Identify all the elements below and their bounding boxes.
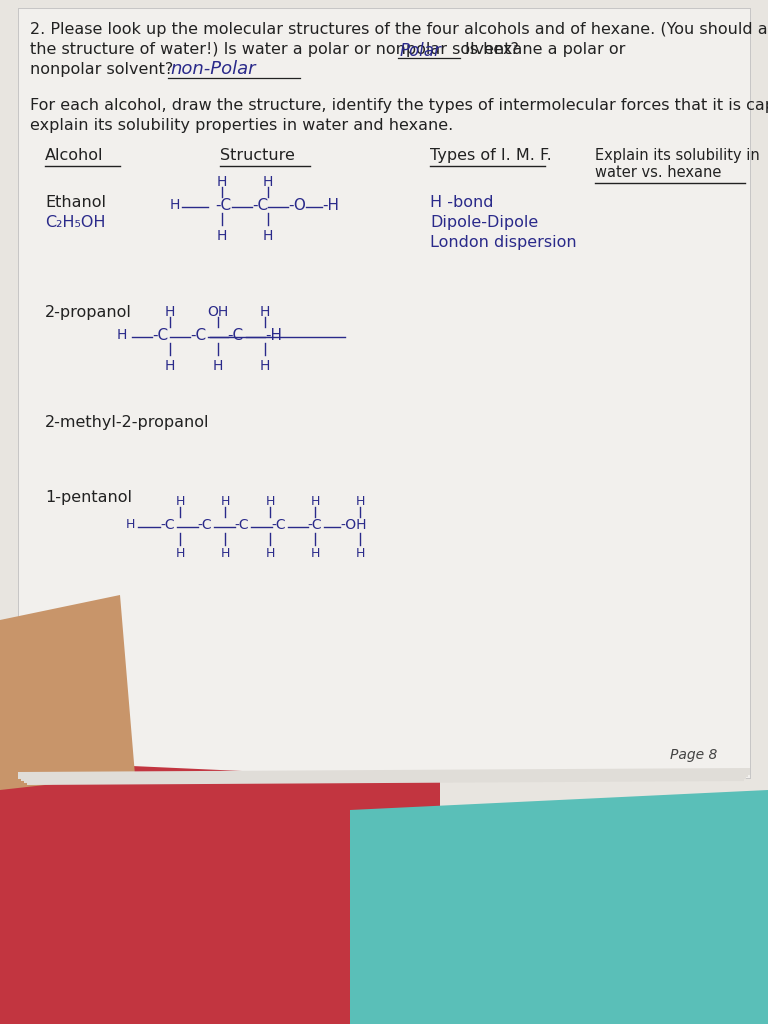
Text: H: H [170, 198, 180, 212]
Text: 2-methyl-2-propanol: 2-methyl-2-propanol [45, 415, 210, 430]
Text: H: H [263, 229, 273, 243]
Text: H: H [217, 175, 227, 189]
Text: the structure of water!) Is water a polar or nonpolar solvent?: the structure of water!) Is water a pola… [30, 42, 519, 57]
Text: explain its solubility properties in water and hexane.: explain its solubility properties in wat… [30, 118, 453, 133]
Text: -H: -H [322, 198, 339, 213]
Text: -C: -C [234, 518, 249, 532]
Polygon shape [24, 772, 746, 783]
Text: H: H [260, 305, 270, 319]
Text: H -bond: H -bond [430, 195, 494, 210]
Text: -H: -H [265, 328, 282, 342]
Text: H: H [220, 547, 230, 560]
Text: Page 8: Page 8 [670, 748, 717, 762]
Text: -C: -C [160, 518, 174, 532]
Text: -OH: -OH [340, 518, 366, 532]
Polygon shape [0, 760, 440, 1024]
Polygon shape [350, 790, 768, 1024]
Text: H: H [263, 175, 273, 189]
Text: Dipole-Dipole: Dipole-Dipole [430, 215, 538, 230]
Text: Structure: Structure [220, 148, 295, 163]
Text: -C: -C [190, 328, 206, 342]
Text: 2-propanol: 2-propanol [45, 305, 132, 319]
Polygon shape [27, 774, 744, 785]
Text: water vs. hexane: water vs. hexane [595, 165, 721, 180]
Text: -C: -C [271, 518, 286, 532]
Text: H: H [175, 495, 184, 508]
Text: OH: OH [207, 305, 229, 319]
Text: H: H [310, 495, 319, 508]
Polygon shape [18, 8, 750, 778]
Text: Types of I. M. F.: Types of I. M. F. [430, 148, 551, 163]
Text: H: H [356, 547, 365, 560]
Bar [18, 8, 750, 778]
Text: nonpolar solvent?: nonpolar solvent? [30, 62, 174, 77]
Text: H: H [175, 547, 184, 560]
Text: H: H [117, 328, 127, 342]
Text: H: H [265, 495, 275, 508]
Text: non-Polar: non-Polar [170, 60, 256, 78]
Text: 1-pentanol: 1-pentanol [45, 490, 132, 505]
Text: H: H [125, 518, 134, 531]
Polygon shape [18, 768, 750, 779]
Text: H: H [260, 359, 270, 373]
Text: C₂H₅OH: C₂H₅OH [45, 215, 105, 230]
Text: 2. Please look up the molecular structures of the four alcohols and of hexane. (: 2. Please look up the molecular structur… [30, 22, 768, 37]
Text: H: H [165, 305, 175, 319]
Text: -C: -C [152, 328, 168, 342]
Text: Is hexane a polar or: Is hexane a polar or [465, 42, 625, 57]
Text: -C: -C [227, 328, 243, 342]
Text: Explain its solubility in: Explain its solubility in [595, 148, 760, 163]
Text: H: H [356, 495, 365, 508]
Polygon shape [21, 770, 748, 781]
Text: H: H [213, 359, 223, 373]
Text: -C: -C [252, 198, 268, 213]
Text: London dispersion: London dispersion [430, 234, 577, 250]
Text: -C: -C [215, 198, 231, 213]
Text: Polar: Polar [400, 42, 442, 60]
Text: H: H [165, 359, 175, 373]
Text: -C: -C [307, 518, 322, 532]
Text: Alcohol: Alcohol [45, 148, 104, 163]
Text: For each alcohol, draw the structure, identify the types of intermolecular force: For each alcohol, draw the structure, id… [30, 98, 768, 113]
Polygon shape [0, 595, 135, 790]
Text: H: H [265, 547, 275, 560]
Text: -C: -C [197, 518, 212, 532]
Text: H: H [310, 547, 319, 560]
Text: Ethanol: Ethanol [45, 195, 106, 210]
Text: -O: -O [288, 198, 306, 213]
Text: H: H [220, 495, 230, 508]
Text: H: H [217, 229, 227, 243]
